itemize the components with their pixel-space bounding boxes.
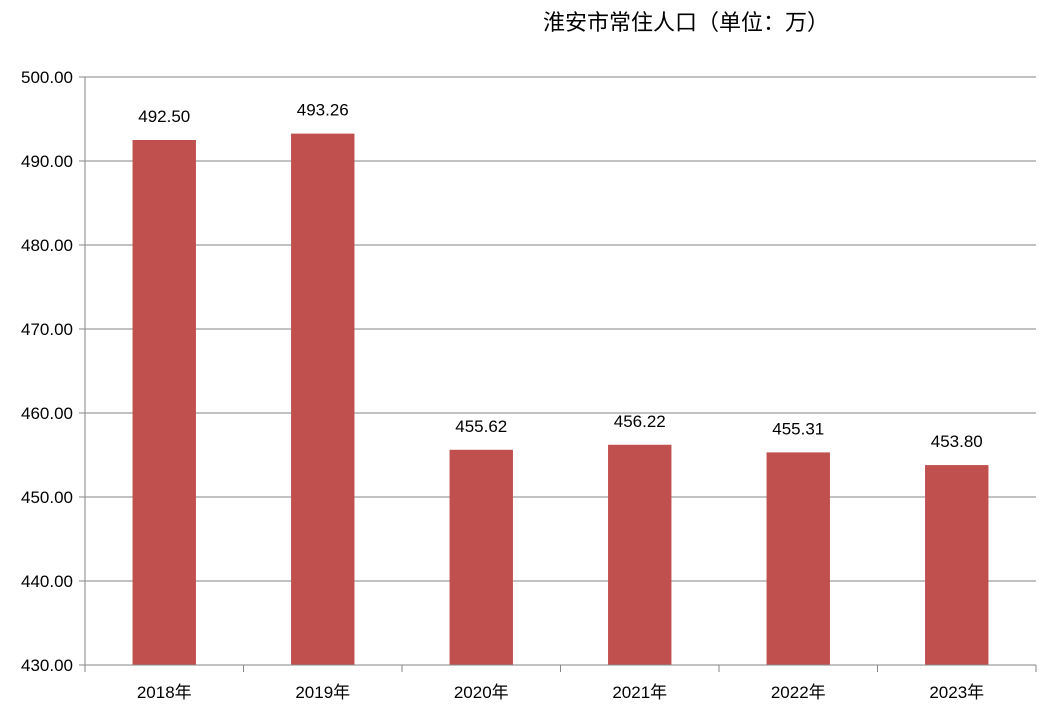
y-tick-label: 490.00: [21, 152, 73, 171]
data-label: 455.31: [772, 419, 824, 438]
y-tick-label: 480.00: [21, 236, 73, 255]
data-label: 456.22: [614, 412, 666, 431]
bar: [608, 444, 672, 665]
bars: [132, 133, 989, 666]
x-tick-labels: 2018年 2019年 2020年 2021年 2022年 2023年: [137, 683, 984, 702]
data-label: 493.26: [297, 101, 349, 120]
x-tick-label: 2022年: [771, 683, 826, 702]
y-tick-label: 430.00: [21, 656, 73, 675]
bar: [925, 465, 989, 665]
bar: [291, 133, 355, 666]
bar: [132, 140, 196, 665]
data-label: 453.80: [931, 432, 983, 451]
y-tick-labels: 430.00 440.00 450.00 460.00 470.00 480.00 490.…: [21, 68, 73, 675]
y-tick-label: 450.00: [21, 488, 73, 507]
bar: [766, 452, 830, 665]
data-label: 455.62: [455, 417, 507, 436]
y-tick-label: 470.00: [21, 320, 73, 339]
x-tick-label: 2021年: [612, 683, 667, 702]
grid-lines: [85, 76, 1036, 666]
y-tick-label: 500.00: [21, 68, 73, 87]
data-label: 492.50: [138, 107, 190, 126]
bar: [449, 449, 513, 665]
y-tick-label: 460.00: [21, 404, 73, 423]
axes: [79, 76, 1037, 672]
data-labels: 492.50 493.26 455.62 456.22 455.31 453.80: [138, 101, 983, 451]
x-tick-label: 2019年: [295, 683, 350, 702]
y-tick-label: 440.00: [21, 572, 73, 591]
chart-title: 淮安市常住人口（单位：万）: [543, 11, 829, 36]
x-tick-label: 2023年: [929, 683, 984, 702]
x-tick-label: 2018年: [137, 683, 192, 702]
x-tick-label: 2020年: [454, 683, 509, 702]
